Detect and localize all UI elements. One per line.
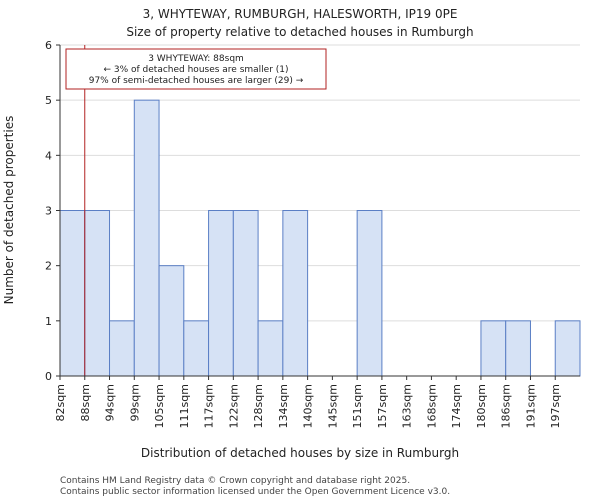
bar-128sqm [257, 320, 284, 377]
annotation-box: 3 WHYTEWAY: 88sqm ← 3% of detached house… [65, 48, 327, 90]
bar-122sqm [232, 210, 259, 377]
bar-186sqm [505, 320, 531, 377]
x-tick-label: 117sqm [203, 384, 216, 428]
x-tick-labels: 82sqm 88sqm 94sqm 99sqm 105sqm 111sqm 117sqm 12… [54, 384, 562, 428]
chart-title: 3, WHYTEWAY, RUMBURGH, HALESWORTH, IP19 … [143, 7, 458, 21]
annotation-line-smaller: ← 3% of detached houses are smaller (1) [103, 65, 288, 75]
x-tick-label: 99sqm [128, 384, 141, 421]
x-tick-label: 174sqm [450, 384, 463, 428]
annotation-line-property: 3 WHYTEWAY: 88sqm [148, 54, 244, 64]
y-axis-label: Number of detached properties [2, 116, 16, 305]
x-tick-label: 151sqm [351, 384, 364, 428]
bar-180sqm [480, 320, 507, 377]
bar-82sqm [59, 210, 86, 377]
y-tick-label: 2 [45, 260, 52, 273]
x-tick-label: 105sqm [153, 384, 166, 428]
x-tick-label: 140sqm [302, 384, 315, 428]
x-tick-label: 111sqm [178, 384, 191, 428]
chart-subtitle: Size of property relative to detached ho… [126, 25, 473, 39]
x-tick-label: 122sqm [227, 384, 240, 428]
x-tick-label: 186sqm [500, 384, 513, 428]
annotation-border [65, 48, 327, 90]
x-tick-label: 94sqm [104, 384, 117, 421]
bar-94sqm [109, 320, 135, 377]
y-tick-label: 4 [45, 149, 52, 162]
x-tick-label: 82sqm [54, 384, 67, 421]
x-tick-label: 128sqm [252, 384, 265, 428]
bar-111sqm [183, 320, 210, 377]
x-tick-label: 168sqm [425, 384, 438, 428]
y-tick-label: 5 [45, 94, 52, 107]
x-tick-label: 191sqm [524, 384, 537, 428]
bar-105sqm [158, 265, 185, 377]
x-tick-label: 134sqm [277, 384, 290, 428]
y-tick-label: 1 [45, 315, 52, 328]
x-tick-label: 180sqm [475, 384, 488, 428]
footer-licence: Contains public sector information licen… [60, 487, 450, 497]
bar-151sqm [356, 210, 383, 377]
axes [56, 44, 580, 380]
x-tick-label: 157sqm [376, 384, 389, 428]
x-tick-label: 197sqm [549, 384, 562, 428]
bar-197sqm [554, 320, 581, 377]
annotation-line-larger: 97% of semi-detached houses are larger (… [89, 76, 304, 86]
x-tick-label: 163sqm [401, 384, 414, 428]
x-tick-label: 88sqm [79, 384, 92, 421]
y-tick-label: 6 [45, 39, 52, 52]
bar-117sqm [208, 210, 234, 377]
x-tick-label: 145sqm [326, 384, 339, 428]
y-tick-labels: 0 1 2 3 4 5 6 [45, 39, 52, 383]
footer-copyright: Contains HM Land Registry data © Crown c… [60, 476, 410, 486]
y-tick-label: 0 [45, 370, 52, 383]
y-tick-label: 3 [45, 205, 52, 218]
bars [59, 99, 581, 377]
bar-134sqm [282, 210, 309, 377]
bar-99sqm [133, 99, 160, 377]
x-axis-label: Distribution of detached houses by size … [141, 446, 459, 460]
bar-88sqm [84, 210, 111, 377]
